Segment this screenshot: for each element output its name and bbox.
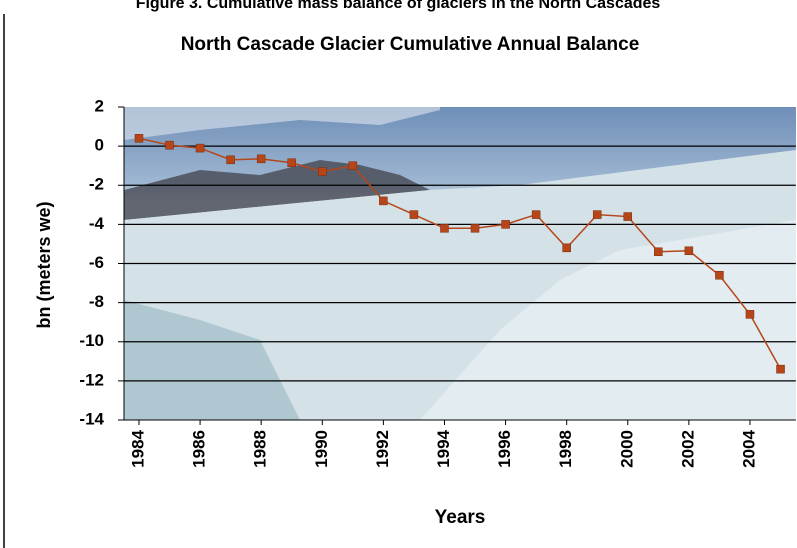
data-point (745, 310, 755, 319)
y-tick-label: 2 (95, 96, 104, 115)
data-point (318, 167, 327, 176)
x-tick-label: 1984 (128, 429, 147, 467)
x-tick-label: 1988 (251, 430, 270, 468)
data-point (684, 246, 694, 256)
data-point (592, 210, 602, 219)
data-point (531, 210, 541, 219)
data-point (348, 161, 358, 170)
x-tick-label: 1992 (373, 430, 392, 468)
chart-title: North Cascade Glacier Cumulative Annual … (181, 34, 640, 55)
data-point (470, 224, 480, 233)
data-point (134, 134, 144, 143)
series-line (138, 137, 782, 370)
figure-caption: Figure 3. Cumulative mass balance of gla… (136, 0, 661, 12)
x-tick-label: 2002 (678, 430, 697, 468)
y-tick-label: -6 (89, 253, 104, 272)
y-tick-label: -8 (89, 292, 104, 311)
data-point (379, 196, 388, 206)
data-point (165, 140, 174, 150)
y-tick-label: -12 (79, 370, 104, 389)
data-point (440, 224, 449, 233)
y-axis-label: bn (meters we) (34, 201, 54, 328)
x-axis-label: Years (435, 507, 486, 528)
data-point (654, 247, 663, 257)
data-point (501, 220, 510, 229)
data-point (623, 212, 633, 221)
data-point (195, 143, 205, 153)
data-point (256, 154, 266, 164)
x-tick-label: 2004 (739, 429, 758, 467)
y-tick-label: -10 (79, 331, 104, 350)
y-tick-label: -2 (89, 175, 104, 194)
data-point (409, 210, 419, 219)
y-tick-label: -14 (79, 409, 104, 428)
y-tick-label: 0 (95, 136, 104, 155)
x-tick-label: 1998 (556, 430, 575, 468)
data-point (287, 158, 296, 168)
x-tick-label: 1986 (190, 430, 209, 468)
x-tick-label: 1990 (312, 430, 331, 468)
x-tick-label: 2000 (617, 430, 636, 468)
y-tick-label: -4 (89, 214, 105, 233)
data-point (562, 243, 571, 253)
data-point (226, 155, 235, 165)
data-point (715, 270, 724, 280)
data-point (776, 364, 785, 374)
x-tick-label: 1994 (434, 429, 453, 467)
x-tick-label: 1996 (495, 430, 514, 468)
